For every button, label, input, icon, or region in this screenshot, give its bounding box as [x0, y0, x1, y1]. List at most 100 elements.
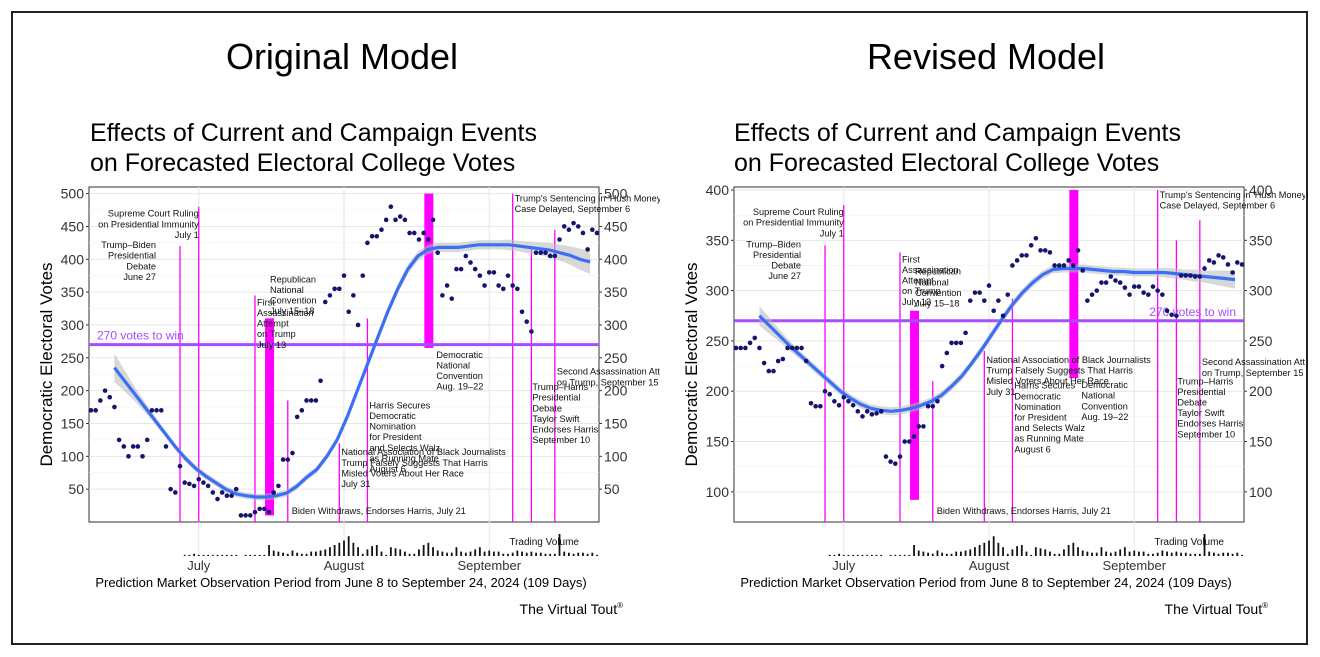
volume-bar — [1077, 547, 1079, 556]
data-point — [1141, 290, 1146, 295]
volume-bar — [1030, 554, 1033, 556]
data-point — [416, 237, 422, 242]
data-point — [874, 411, 879, 416]
volume-bar — [1025, 551, 1028, 556]
event-label-line: Assassination — [257, 308, 314, 318]
data-point — [505, 273, 511, 278]
data-point — [1085, 298, 1090, 303]
y-tick-label-left: 200 — [61, 383, 85, 399]
data-point — [158, 408, 164, 413]
volume-bar — [861, 554, 864, 556]
volume-bar — [389, 547, 392, 556]
volume-bar — [899, 554, 901, 556]
volume-bar — [352, 542, 355, 556]
event-label: Trump–Biden Presidential Debate June 27 — [101, 240, 156, 282]
volume-bar — [249, 554, 252, 556]
data-point — [949, 340, 954, 346]
volume-bar — [950, 553, 953, 556]
volume-bar — [913, 545, 915, 556]
data-point — [747, 340, 753, 346]
volume-bar — [908, 554, 911, 556]
data-point — [1080, 268, 1086, 273]
data-point — [1131, 284, 1137, 289]
data-point — [1239, 262, 1245, 267]
data-point — [276, 483, 281, 489]
event-label-line: on Presidential Immunity — [743, 218, 844, 228]
event-label-line: First — [257, 297, 275, 307]
data-point — [332, 286, 337, 292]
chart-original: 270 votes to win Supreme Court Ruling on P… — [37, 186, 660, 617]
event-label: Democratic National Convention Aug. 19–22 — [436, 350, 483, 392]
volume-bar — [511, 552, 514, 556]
volume-bar — [244, 554, 247, 556]
event-label-line: Convention — [915, 288, 961, 298]
volume-bar — [296, 552, 299, 556]
data-point — [1178, 273, 1184, 278]
data-point — [892, 461, 898, 466]
volume-bar — [1156, 552, 1159, 556]
data-point — [832, 398, 837, 404]
event-label-line: and Selects Walz — [369, 443, 440, 453]
y-tick-label-left: 300 — [61, 317, 85, 333]
y-tick-label-right: 100 — [1249, 484, 1273, 500]
volume-bar — [1100, 547, 1103, 556]
volume-bar — [371, 546, 374, 556]
event-label-line: Debate — [126, 261, 156, 271]
data-point — [201, 480, 206, 485]
volume-bar — [525, 552, 528, 556]
data-point — [365, 240, 370, 246]
volume-bar — [202, 554, 205, 556]
volume-bar — [1020, 545, 1023, 556]
data-point — [285, 457, 291, 462]
y-axis-label: Democratic Electoral Votes — [37, 262, 56, 466]
event-label-line: as Running Mate — [1014, 434, 1083, 444]
data-point — [794, 345, 800, 351]
data-point — [1169, 312, 1175, 318]
data-point — [785, 345, 790, 351]
data-point — [907, 439, 912, 444]
data-point — [351, 293, 356, 298]
volume-bar — [408, 553, 411, 556]
volume-bar — [1123, 547, 1126, 556]
event-label-line: Debate — [771, 261, 801, 271]
volume-bar — [1152, 553, 1154, 556]
event-label-line: Democratic — [436, 350, 483, 360]
x-tick-label: July — [187, 558, 211, 573]
x-tick-label: September — [1102, 558, 1166, 573]
event-label: Democratic National Convention Aug. 19–22 — [1081, 380, 1128, 422]
event-label-line: National — [436, 361, 470, 371]
data-point — [149, 408, 155, 413]
data-point — [1010, 263, 1015, 268]
event-label-line: Second Assassination Attempt — [1202, 357, 1305, 367]
volume-bar — [591, 552, 594, 556]
data-point — [294, 414, 300, 420]
data-point — [944, 350, 950, 356]
y-tick-labels: 100 100 150 150 200 200 250 250 300 300 350 350 400 4… — [706, 182, 1273, 500]
data-point — [1155, 288, 1160, 293]
data-point — [313, 398, 319, 403]
event-label-line: September 10 — [1177, 429, 1235, 439]
volume-bar — [572, 553, 575, 556]
data-point — [247, 513, 253, 518]
volume-bar — [936, 550, 939, 556]
data-point — [1113, 278, 1118, 283]
volume-bar — [1147, 553, 1150, 556]
data-point — [440, 293, 445, 298]
volume-bars — [183, 534, 598, 556]
data-point — [822, 388, 828, 394]
data-point — [1235, 260, 1240, 265]
event-label-line: Trump Falsely Suggests That Harris — [341, 458, 488, 468]
volume-bar — [366, 549, 369, 556]
volume-bar — [1011, 549, 1014, 556]
data-point — [266, 509, 272, 515]
data-point — [444, 283, 450, 288]
brand-name: The Virtual Tout — [1165, 601, 1263, 617]
event-label: Trump–Harris Presidential Debate Taylor Swi… — [532, 382, 598, 445]
x-tick-label: July — [832, 558, 856, 573]
volume-bar — [1227, 552, 1229, 556]
data-point — [925, 404, 931, 409]
chart-title-line-2: on Forecasted Electoral College Votes — [734, 149, 1160, 177]
volume-bar — [441, 551, 444, 556]
data-point — [827, 391, 833, 397]
